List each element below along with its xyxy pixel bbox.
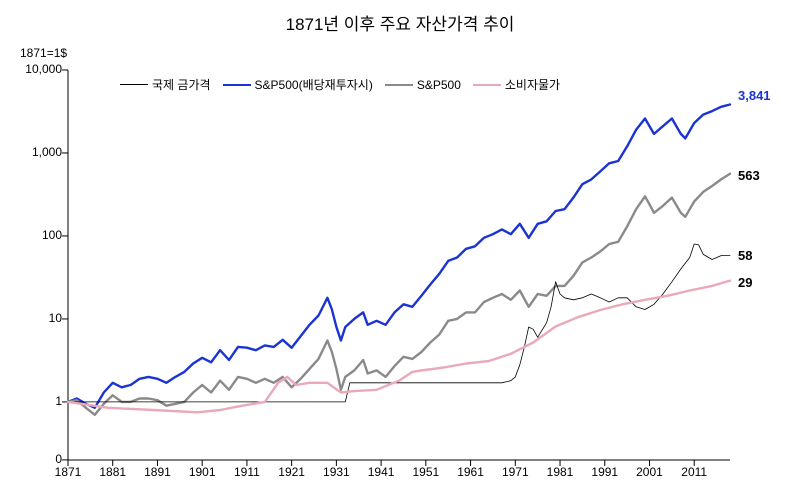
legend-swatch <box>120 84 148 85</box>
legend: 국제 금가격 S&P500(배당재투자시) S&P500 소비자물가 <box>120 76 560 93</box>
x-tick-label: 2001 <box>636 465 663 479</box>
y-tick-label: 1 <box>12 394 62 408</box>
y-tick-label: 0 <box>12 452 62 466</box>
legend-item: 국제 금가격 <box>120 76 211 93</box>
legend-label: 국제 금가격 <box>152 76 211 93</box>
legend-swatch <box>473 84 501 86</box>
x-tick-label: 1871 <box>55 465 82 479</box>
x-tick-label: 1921 <box>278 465 305 479</box>
x-tick-label: 1901 <box>189 465 216 479</box>
series-end-label: 29 <box>738 275 752 290</box>
x-tick-label: 1941 <box>368 465 395 479</box>
x-tick-label: 1951 <box>412 465 439 479</box>
legend-label: 소비자물가 <box>505 76 560 93</box>
x-tick-label: 2011 <box>681 465 707 479</box>
y-tick-label: 10 <box>12 311 62 325</box>
series-end-label: 563 <box>738 168 760 183</box>
series-end-label: 58 <box>738 248 752 263</box>
y-tick-label: 100 <box>12 228 62 242</box>
y-tick-label: 1,000 <box>12 145 62 159</box>
legend-swatch <box>223 84 251 86</box>
legend-item: S&P500 <box>385 78 461 92</box>
x-tick-label: 1931 <box>323 465 350 479</box>
series-end-label: 3,841 <box>738 88 771 103</box>
legend-item: S&P500(배당재투자시) <box>223 76 373 93</box>
legend-swatch <box>385 84 413 86</box>
x-tick-label: 1891 <box>144 465 171 479</box>
x-tick-label: 1991 <box>591 465 618 479</box>
legend-label: S&P500 <box>417 78 461 92</box>
x-tick-label: 1981 <box>547 465 574 479</box>
x-tick-label: 1881 <box>99 465 126 479</box>
legend-item: 소비자물가 <box>473 76 560 93</box>
x-tick-label: 1961 <box>457 465 484 479</box>
x-tick-label: 1911 <box>234 465 260 479</box>
legend-label: S&P500(배당재투자시) <box>255 76 373 93</box>
x-tick-label: 1971 <box>502 465 529 479</box>
y-tick-label: 10,000 <box>12 62 62 76</box>
